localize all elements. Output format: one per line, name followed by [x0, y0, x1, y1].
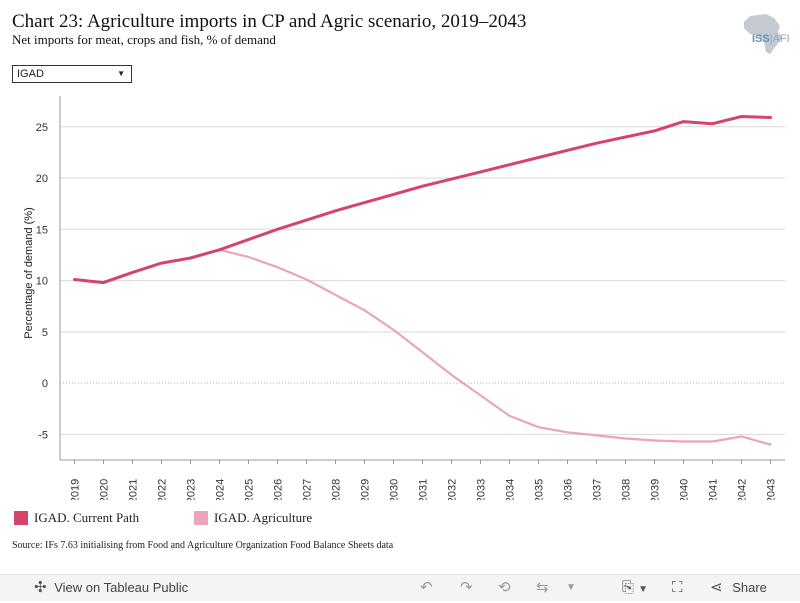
y-axis-title: Percentage of demand (%): [23, 207, 35, 338]
x-tick-label: 2038: [621, 479, 633, 500]
chart-subtitle: Net imports for meat, crops and fish, % …: [12, 32, 276, 47]
x-tick-label: 2025: [244, 479, 256, 500]
region-dropdown[interactable]: IGAD ▼: [12, 65, 132, 83]
download-icon[interactable]: ⎘ ▼: [622, 579, 649, 596]
y-tick-label: 15: [36, 224, 48, 236]
redo-icon[interactable]: ↷: [460, 579, 473, 596]
x-tick-label: 2034: [505, 479, 517, 500]
x-tick-label: 2035: [534, 479, 546, 500]
x-tick-label: 2020: [99, 479, 111, 500]
y-tick-label: 20: [36, 173, 48, 185]
x-tick-label: 2032: [447, 479, 459, 500]
chevron-down-icon: ▼: [117, 69, 125, 78]
africa-logo: [744, 14, 782, 54]
legend-swatch-current-path: [14, 511, 28, 525]
view-on-tableau-link[interactable]: ✣ View on Tableau Public: [34, 579, 189, 596]
x-tick-label: 2023: [186, 479, 198, 500]
legend-item-current-path[interactable]: IGAD. Current Path: [14, 510, 139, 526]
y-tick-label: -5: [38, 429, 48, 441]
y-tick-label: 25: [36, 122, 48, 134]
x-tick-label: 2030: [389, 479, 401, 500]
x-tick-label: 2037: [592, 479, 604, 500]
series-line-agriculture: [218, 248, 772, 446]
x-tick-label: 2040: [679, 479, 691, 500]
x-tick-label: 2041: [708, 479, 720, 500]
x-tick-label: 2024: [215, 479, 227, 500]
legend-label-agriculture: IGAD. Agriculture: [214, 510, 313, 525]
fullscreen-icon[interactable]: ⛶: [672, 579, 683, 596]
x-tick-label: 2033: [476, 479, 488, 500]
tableau-footer: ✣ View on Tableau Public ↶ ↷ ⟲ ⇆ ▼ ⎘ ▼ ⛶…: [0, 574, 800, 601]
chart-title: Chart 23: Agriculture imports in CP and …: [12, 11, 527, 32]
x-tick-label: 2027: [302, 479, 314, 500]
tableau-icon: ✣: [34, 579, 47, 596]
series-line-current-path: [73, 115, 772, 285]
undo-icon[interactable]: ↶: [420, 579, 433, 596]
source-note: Source: IFs 7.63 initialising from Food …: [12, 540, 394, 551]
x-tick-label: 2019: [70, 479, 82, 500]
line-chart: 25 20 15 10 5 0 -5 2019 2020 2021 2022 2023 2024 2025…: [23, 96, 785, 500]
y-tick-label: 10: [36, 276, 48, 288]
legend-label-current-path: IGAD. Current Path: [34, 510, 140, 525]
x-tick-label: 2022: [157, 479, 169, 500]
x-tick-label: 2039: [650, 479, 662, 500]
x-tick-label: 2043: [766, 479, 778, 500]
x-tick-label: 2031: [418, 479, 430, 500]
x-tick-label: 2029: [360, 479, 372, 500]
y-tick-label: 0: [42, 378, 48, 390]
x-tick-label: 2036: [563, 479, 575, 500]
x-tick-label: 2042: [737, 479, 749, 500]
revert-icon[interactable]: ⟲: [498, 579, 511, 596]
x-tick-label: 2021: [128, 479, 140, 500]
share-icon: ⋖: [710, 579, 723, 596]
region-dropdown-value: IGAD: [17, 68, 44, 80]
x-tick-label: 2026: [273, 479, 285, 500]
chevron-down-icon[interactable]: ▼: [566, 582, 576, 593]
legend-swatch-agriculture: [194, 511, 208, 525]
iss-logo-text: ISS|AFI: [752, 33, 790, 45]
x-tick-label: 2028: [331, 479, 343, 500]
y-tick-label: 5: [42, 327, 48, 339]
refresh-icon[interactable]: ⇆: [536, 579, 549, 596]
legend-item-agriculture[interactable]: IGAD. Agriculture: [194, 510, 312, 526]
share-button[interactable]: ⋖ Share: [710, 579, 767, 596]
